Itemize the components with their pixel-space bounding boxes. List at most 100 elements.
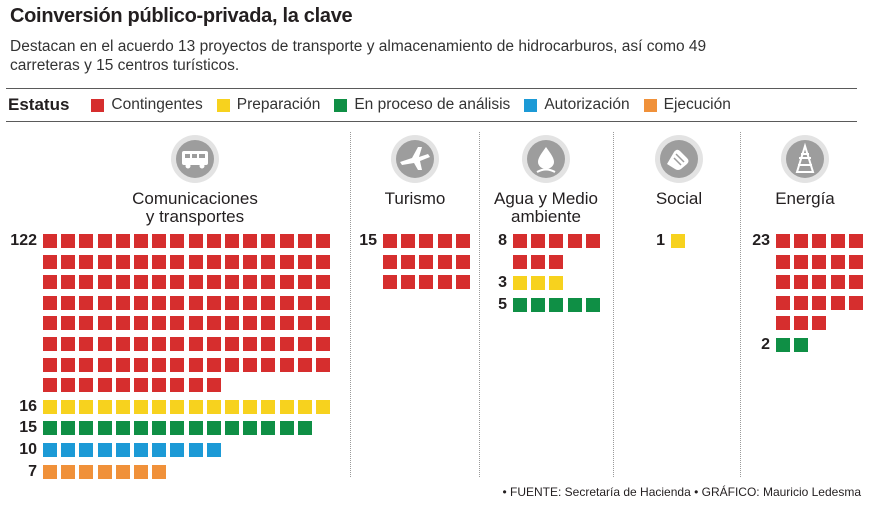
waffle-square-contingentes — [549, 254, 564, 269]
sector-name: Comunicaciones y transportes — [115, 190, 275, 226]
waffle-square-contingentes — [567, 234, 582, 248]
waffle-square-contingentes — [115, 234, 130, 248]
waffle-square-contingentes — [261, 275, 276, 290]
waffle-square-contingentes — [97, 337, 112, 351]
waffle-square-analisis — [549, 297, 564, 312]
waffle-square-contingentes — [297, 337, 312, 351]
waffle-square-analisis — [261, 421, 276, 436]
sector-divider — [350, 132, 351, 477]
waffle-square-analisis — [585, 297, 600, 312]
waffle-square-contingentes — [61, 254, 76, 269]
waffle-square-contingentes — [206, 275, 221, 290]
sector-name: Agua y Medio ambiente — [466, 190, 626, 226]
waffle-square-contingentes — [79, 378, 94, 393]
group-count-contingentes: 8 — [498, 232, 507, 249]
group-count-preparacion: 3 — [498, 274, 507, 292]
sector-name-line: y transportes — [145, 207, 245, 226]
waffle-square-contingentes — [261, 357, 276, 372]
waffle-square-contingentes — [225, 254, 239, 269]
waffle-square-contingentes — [812, 295, 827, 310]
group-count-analisis: 15 — [19, 419, 37, 437]
waffle-square-contingentes — [170, 316, 185, 331]
waffle-square-preparacion — [206, 399, 221, 414]
waffle-square-preparacion — [531, 276, 546, 291]
waffle-square-contingentes — [152, 337, 167, 351]
waffle-square-contingentes — [830, 254, 845, 269]
waffle-square-contingentes — [848, 275, 863, 290]
legend-item-analisis: En proceso de análisis — [334, 96, 510, 114]
group-count-contingentes: 15 — [359, 232, 377, 249]
waffle-square-contingentes — [97, 378, 112, 393]
waffle-square-contingentes — [170, 357, 185, 372]
waffle-square-contingentes — [97, 357, 112, 372]
waffle-square-contingentes — [206, 378, 221, 393]
waffle-square-preparacion — [170, 399, 185, 414]
waffle-square-contingentes — [297, 295, 312, 310]
waffle-square-contingentes — [794, 316, 809, 331]
waffle-square-contingentes — [115, 316, 130, 331]
waffle-square-contingentes — [794, 275, 809, 290]
waffle-square-contingentes — [776, 254, 790, 269]
waffle-square-contingentes — [830, 295, 845, 310]
legend-item-autorizacion: Autorización — [524, 96, 630, 114]
waffle-square-contingentes — [383, 275, 397, 290]
waffle-square-contingentes — [243, 357, 258, 372]
waffle-square-contingentes — [316, 295, 330, 310]
legend-label-preparacion: Preparación — [236, 96, 321, 113]
waffle-square-contingentes — [61, 378, 76, 393]
waffle-square-contingentes — [401, 234, 416, 248]
waffle-square-preparacion — [134, 399, 148, 414]
waffle-square-contingentes — [243, 295, 258, 310]
waffle-square-contingentes — [188, 275, 203, 290]
group-count-preparacion: 1 — [656, 232, 665, 249]
waffle-square-analisis — [513, 297, 527, 312]
waffle-square-contingentes — [225, 234, 239, 248]
waffle-square-contingentes — [419, 234, 434, 248]
waffle-square-autorizacion — [79, 443, 94, 457]
sector-name-line: Comunicaciones — [132, 189, 258, 208]
waffle-square-contingentes — [279, 337, 294, 351]
waffle-square-analisis — [206, 421, 221, 436]
waffle-square-contingentes — [152, 357, 167, 372]
group-count-preparacion: 16 — [19, 397, 37, 415]
waffle-square-contingentes — [243, 254, 258, 269]
waffle-square-contingentes — [134, 234, 148, 248]
waffle-square-contingentes — [531, 254, 546, 269]
waffle-square-contingentes — [43, 234, 57, 248]
waffle-square-contingentes — [279, 234, 294, 248]
legend-item-ejecucion: Ejecución — [643, 96, 731, 114]
waffle-square-ejecucion — [152, 464, 167, 479]
legend-label-contingentes: Contingentes — [111, 96, 203, 113]
waffle-square-preparacion — [188, 399, 203, 414]
waffle-square-autorizacion — [170, 443, 185, 457]
waffle-square-contingentes — [243, 316, 258, 331]
waffle-square-contingentes — [115, 357, 130, 372]
waffle-square-analisis — [79, 421, 94, 436]
waffle-square-contingentes — [261, 295, 276, 310]
waffle-square-contingentes — [794, 234, 809, 248]
waffle-square-contingentes — [316, 234, 330, 248]
waffle-square-contingentes — [297, 254, 312, 269]
group-count-ejecucion: 7 — [28, 462, 37, 480]
waffle-square-contingentes — [437, 234, 452, 248]
waffle-square-contingentes — [531, 234, 546, 248]
waffle-square-contingentes — [812, 316, 827, 331]
waffle-square-contingentes — [437, 275, 452, 290]
waffle-square-contingentes — [188, 234, 203, 248]
waffle-square-contingentes — [549, 234, 564, 248]
group-count-contingentes: 122 — [10, 232, 37, 249]
waffle-square-contingentes — [776, 234, 790, 248]
waffle-square-contingentes — [115, 254, 130, 269]
waffle-square-contingentes — [206, 295, 221, 310]
waffle-square-autorizacion — [43, 443, 57, 457]
waffle-square-contingentes — [79, 357, 94, 372]
waffle-square-contingentes — [794, 254, 809, 269]
sector-divider — [613, 132, 614, 477]
waffle-square-contingentes — [188, 254, 203, 269]
waffle-square-contingentes — [455, 275, 470, 290]
waffle-square-contingentes — [279, 357, 294, 372]
waffle-square-contingentes — [43, 357, 57, 372]
waffle-square-analisis — [794, 338, 809, 352]
waffle-square-contingentes — [79, 254, 94, 269]
waffle-square-contingentes — [170, 378, 185, 393]
